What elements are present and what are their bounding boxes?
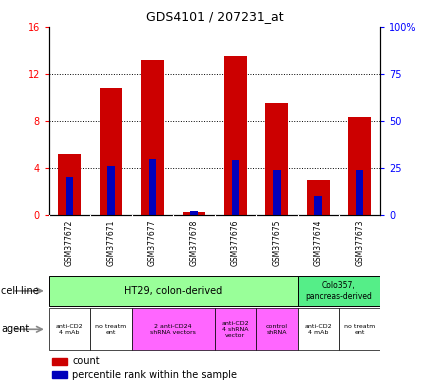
Bar — [224, 56, 247, 215]
Bar — [141, 60, 164, 215]
Bar — [256, 308, 298, 351]
Text: 2 anti-CD24
shRNA vectors: 2 anti-CD24 shRNA vectors — [150, 324, 196, 335]
Bar — [49, 276, 298, 306]
Bar — [52, 371, 67, 378]
Bar — [58, 154, 81, 215]
Bar — [49, 308, 90, 351]
Text: no treatm
ent: no treatm ent — [95, 324, 127, 335]
Text: percentile rank within the sample: percentile rank within the sample — [72, 369, 237, 379]
Text: GSM377675: GSM377675 — [272, 220, 281, 266]
Bar — [132, 308, 215, 351]
Text: count: count — [72, 356, 100, 366]
Text: Colo357,
pancreas-derived: Colo357, pancreas-derived — [306, 281, 372, 301]
Bar — [215, 308, 256, 351]
Bar — [107, 166, 115, 215]
Text: agent: agent — [1, 324, 29, 334]
Bar — [298, 276, 380, 306]
Text: GSM377676: GSM377676 — [231, 220, 240, 266]
Bar — [273, 170, 281, 215]
Bar — [149, 159, 156, 215]
Bar — [314, 196, 322, 215]
Text: no treatm
ent: no treatm ent — [344, 324, 375, 335]
Bar — [232, 161, 239, 215]
Bar — [190, 211, 198, 215]
Text: cell line: cell line — [1, 286, 39, 296]
Bar — [339, 308, 380, 351]
Bar — [52, 358, 67, 365]
Text: HT29, colon-derived: HT29, colon-derived — [124, 286, 222, 296]
Text: anti-CD2
4 mAb: anti-CD2 4 mAb — [56, 324, 83, 335]
Bar — [182, 212, 205, 215]
Text: GSM377672: GSM377672 — [65, 220, 74, 266]
Text: control
shRNA: control shRNA — [266, 324, 288, 335]
Bar — [348, 118, 371, 215]
Bar — [90, 308, 132, 351]
Bar — [265, 103, 288, 215]
Bar — [356, 170, 363, 215]
Bar — [298, 308, 339, 351]
Bar — [66, 177, 74, 215]
Title: GDS4101 / 207231_at: GDS4101 / 207231_at — [146, 10, 283, 23]
Text: GSM377677: GSM377677 — [148, 220, 157, 266]
Text: GSM377671: GSM377671 — [107, 220, 116, 266]
Text: GSM377673: GSM377673 — [355, 220, 364, 266]
Text: anti-CD2
4 shRNA
vector: anti-CD2 4 shRNA vector — [221, 321, 249, 338]
Bar — [99, 88, 122, 215]
Text: GSM377674: GSM377674 — [314, 220, 323, 266]
Bar — [307, 180, 330, 215]
Text: anti-CD2
4 mAb: anti-CD2 4 mAb — [304, 324, 332, 335]
Text: GSM377678: GSM377678 — [190, 220, 198, 266]
